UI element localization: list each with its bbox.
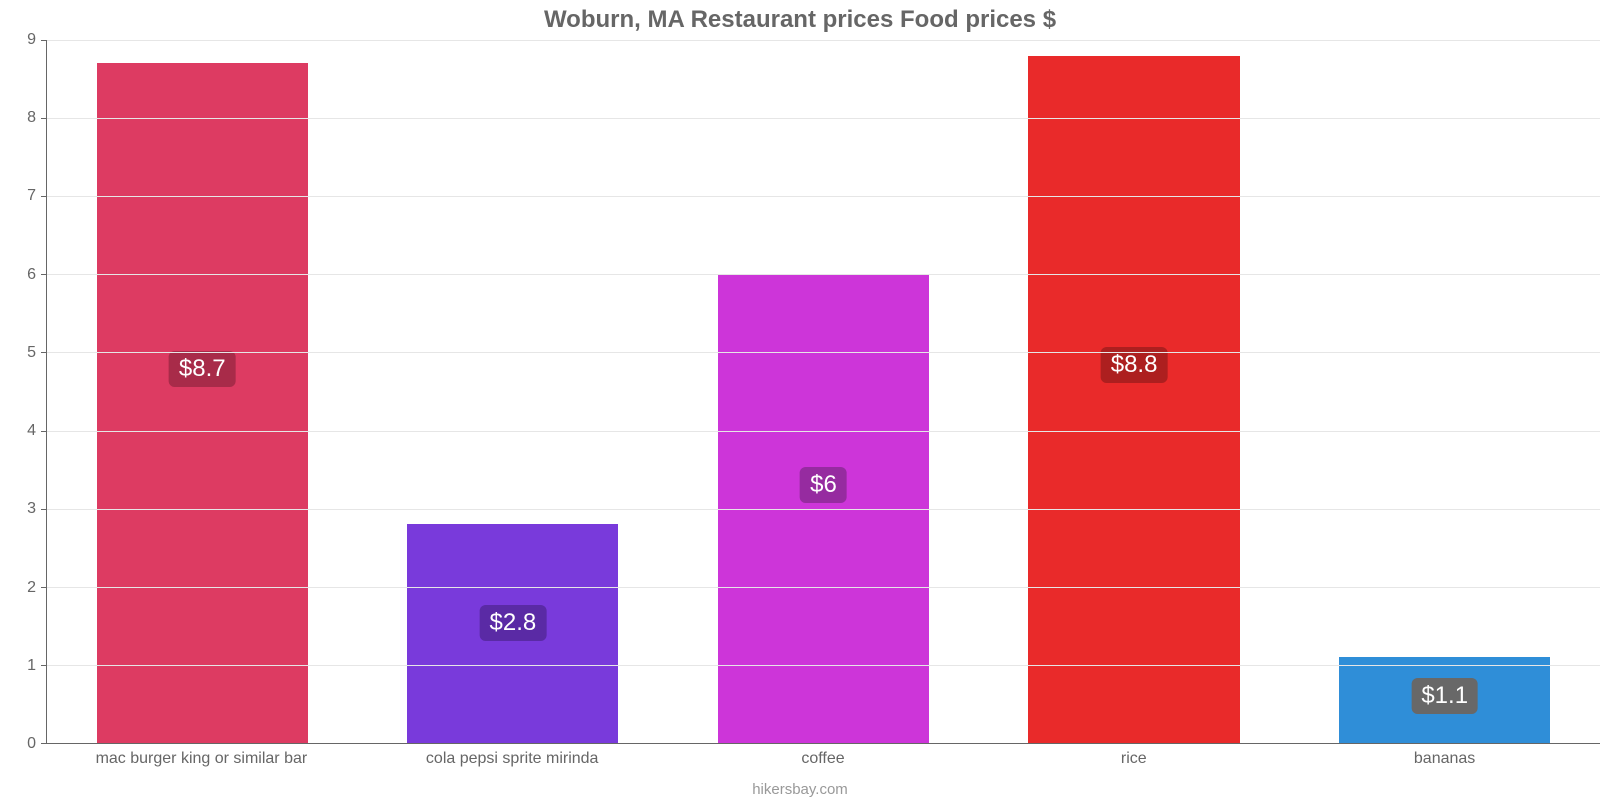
gridline — [47, 196, 1600, 197]
gridline — [47, 352, 1600, 353]
bar: $2.8 — [407, 524, 618, 743]
attribution: hikersbay.com — [0, 781, 1600, 798]
x-tick-label: rice — [1121, 750, 1147, 768]
bar: $8.8 — [1028, 56, 1239, 743]
gridline — [47, 40, 1600, 41]
y-tick-mark — [41, 274, 47, 275]
x-tick-label: cola pepsi sprite mirinda — [426, 750, 599, 768]
bar: $8.7 — [97, 63, 308, 743]
y-tick-mark — [41, 352, 47, 353]
gridline — [47, 509, 1600, 510]
bar: $1.1 — [1339, 657, 1550, 743]
y-tick-label: 1 — [27, 657, 36, 675]
x-tick-label: mac burger king or similar bar — [96, 750, 308, 768]
y-tick-label: 3 — [27, 500, 36, 518]
y-tick-mark — [41, 587, 47, 588]
chart-title: Woburn, MA Restaurant prices Food prices… — [0, 0, 1600, 40]
y-tick-mark — [41, 196, 47, 197]
gridline — [47, 118, 1600, 119]
bar-value-label: $2.8 — [480, 605, 547, 641]
y-tick-label: 0 — [27, 735, 36, 753]
bar-value-label: $8.7 — [169, 351, 236, 387]
y-tick-label: 4 — [27, 422, 36, 440]
gridline — [47, 587, 1600, 588]
y-tick-label: 7 — [27, 187, 36, 205]
bar-chart: Woburn, MA Restaurant prices Food prices… — [0, 0, 1600, 800]
plot-row: 0123456789 $8.7$2.8$6$8.8$1.1 — [0, 40, 1600, 744]
y-tick-mark — [41, 509, 47, 510]
y-tick-mark — [41, 431, 47, 432]
y-tick-mark — [41, 118, 47, 119]
gridline — [47, 274, 1600, 275]
x-tick-label: coffee — [801, 750, 844, 768]
bar-value-label: $1.1 — [1411, 678, 1478, 714]
y-tick-label: 2 — [27, 579, 36, 597]
y-tick-label: 9 — [27, 31, 36, 49]
gridline — [47, 665, 1600, 666]
y-tick-label: 6 — [27, 266, 36, 284]
bar-value-label: $6 — [800, 467, 847, 503]
x-tick-label: bananas — [1414, 750, 1475, 768]
y-axis: 0123456789 — [0, 40, 46, 744]
y-tick-label: 8 — [27, 109, 36, 127]
y-tick-mark — [41, 665, 47, 666]
gridline — [47, 431, 1600, 432]
plot-area: $8.7 $2.8 $6 $8.8 $1.1 — [46, 40, 1600, 744]
y-tick-mark — [41, 40, 47, 41]
y-tick-label: 5 — [27, 344, 36, 362]
bars-layer: $8.7 $2.8 $6 $8.8 $1.1 — [47, 40, 1600, 743]
